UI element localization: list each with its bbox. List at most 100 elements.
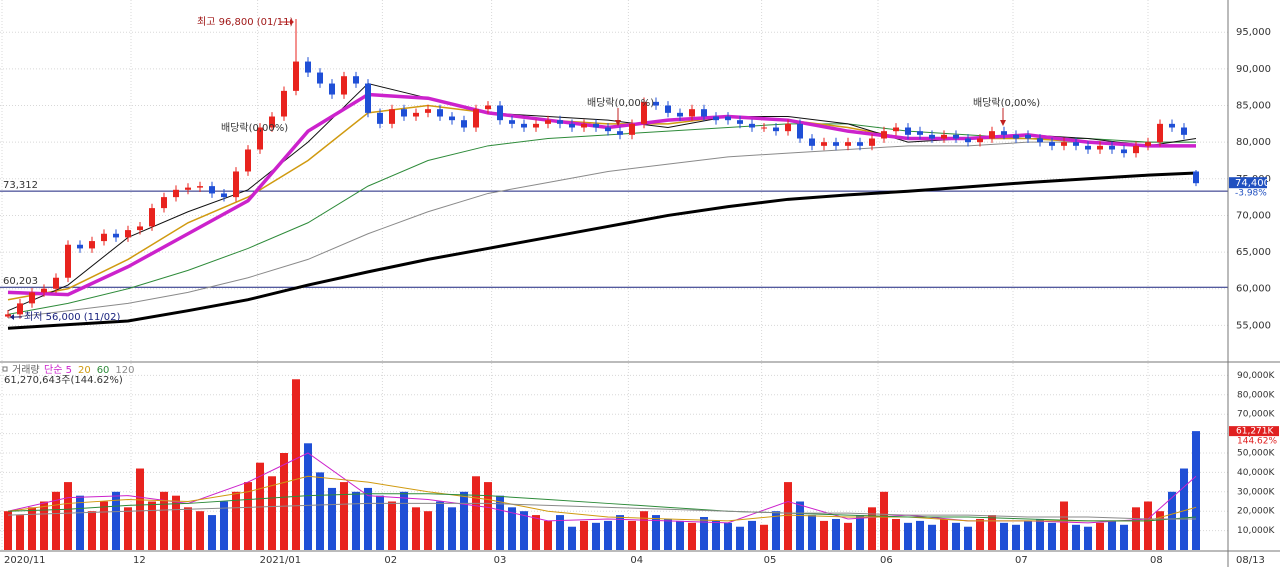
candle-body	[845, 142, 851, 146]
candle-body	[137, 226, 143, 231]
volume-bar	[424, 511, 432, 550]
candle-body	[101, 233, 107, 242]
candle-body	[1073, 142, 1079, 146]
volume-bar	[100, 501, 108, 550]
volume-bar	[256, 462, 264, 550]
volume-bar	[784, 482, 792, 550]
y-tick-label: 95,000	[1236, 27, 1271, 38]
volume-bar	[1108, 520, 1116, 550]
volume-bar	[1132, 507, 1140, 550]
volume-bar	[916, 520, 924, 550]
candle-body	[857, 142, 863, 146]
annotation-arrow	[10, 314, 14, 320]
candle-body	[533, 123, 539, 128]
x-tick-label: 2020/11	[4, 555, 46, 566]
volume-bar	[160, 491, 168, 550]
volume-bar	[628, 520, 636, 550]
volume-bar	[64, 482, 72, 550]
volume-bar	[1156, 511, 1164, 550]
candle-body	[1193, 171, 1199, 184]
candle-body	[5, 314, 11, 317]
volume-bar	[232, 491, 240, 550]
volume-bar	[832, 518, 840, 550]
candle-body	[149, 208, 155, 227]
candle-body	[173, 189, 179, 198]
candle-body	[605, 127, 611, 132]
candle-body	[269, 116, 275, 128]
y-tick-label: 40,000K	[1237, 468, 1275, 478]
candle-body	[113, 233, 119, 238]
volume-bar	[1024, 520, 1032, 550]
volume-bar	[820, 520, 828, 550]
candle-body	[833, 142, 839, 146]
candle-body	[449, 116, 455, 121]
annotation-low: 최저 56,000 (11/02)	[24, 311, 120, 323]
y-tick-label: 80,000K	[1237, 390, 1275, 400]
volume-bar	[616, 515, 624, 550]
volume-bar	[676, 520, 684, 550]
volume-bar	[496, 495, 504, 550]
annotation-high: 최고 96,800 (01/11)	[197, 16, 293, 28]
candle-body	[233, 171, 239, 198]
volume-bar	[736, 526, 744, 550]
volume-bar	[856, 515, 864, 550]
volume-bar	[388, 501, 396, 550]
candle-body	[617, 131, 623, 135]
volume-bar	[844, 522, 852, 550]
candle-body	[1097, 145, 1103, 150]
volume-bar	[652, 515, 660, 550]
volume-bar	[376, 495, 384, 550]
volume-bar	[1060, 501, 1068, 550]
candle-body	[677, 112, 683, 117]
candle-body	[941, 134, 947, 139]
volume-bar	[748, 520, 756, 550]
candle-body	[989, 131, 995, 139]
candle-body	[1037, 138, 1043, 143]
candle-body	[1013, 134, 1019, 139]
moving-average	[7, 141, 1196, 319]
x-tick-label: 06	[880, 555, 893, 566]
reference-label: 73,312	[3, 180, 38, 191]
volume-bar	[1168, 491, 1176, 550]
annotation-arrow	[1000, 120, 1006, 126]
volume-bar	[40, 501, 48, 550]
candle-body	[185, 187, 191, 190]
volume-bar	[1048, 522, 1056, 550]
volume-bar	[28, 507, 36, 550]
candle-body	[905, 127, 911, 135]
candle-body	[1181, 127, 1187, 135]
candle-body	[965, 138, 971, 143]
volume-bar	[112, 491, 120, 550]
volume-bar	[772, 511, 780, 550]
y-tick-label: 70,000K	[1237, 410, 1275, 420]
volume-bar	[304, 443, 312, 550]
candle-body	[545, 120, 551, 124]
volume-bar	[220, 501, 228, 550]
volume-bar	[712, 520, 720, 550]
candle-body	[689, 109, 695, 117]
candle-body	[509, 120, 515, 124]
volume-bar	[604, 520, 612, 550]
candle-body	[1157, 123, 1163, 143]
y-tick-label: 70,000	[1236, 210, 1271, 221]
candle-body	[1025, 134, 1031, 139]
candle-body	[1085, 145, 1091, 150]
candle-body	[53, 277, 59, 289]
candle-body	[485, 105, 491, 110]
volume-tag	[1229, 426, 1279, 437]
candle-body	[977, 138, 983, 143]
candle-body	[641, 101, 647, 124]
volume-bar	[172, 495, 180, 550]
volume-bar	[580, 520, 588, 550]
volume-bar	[316, 472, 324, 550]
volume-bar	[1180, 468, 1188, 550]
x-tick-label: 12	[133, 555, 146, 566]
annotation-arrow	[290, 19, 294, 25]
volume-bar	[556, 515, 564, 550]
volume-bar	[904, 522, 912, 550]
candle-body	[17, 303, 23, 315]
volume-bar	[436, 501, 444, 550]
candle-body	[437, 109, 443, 117]
